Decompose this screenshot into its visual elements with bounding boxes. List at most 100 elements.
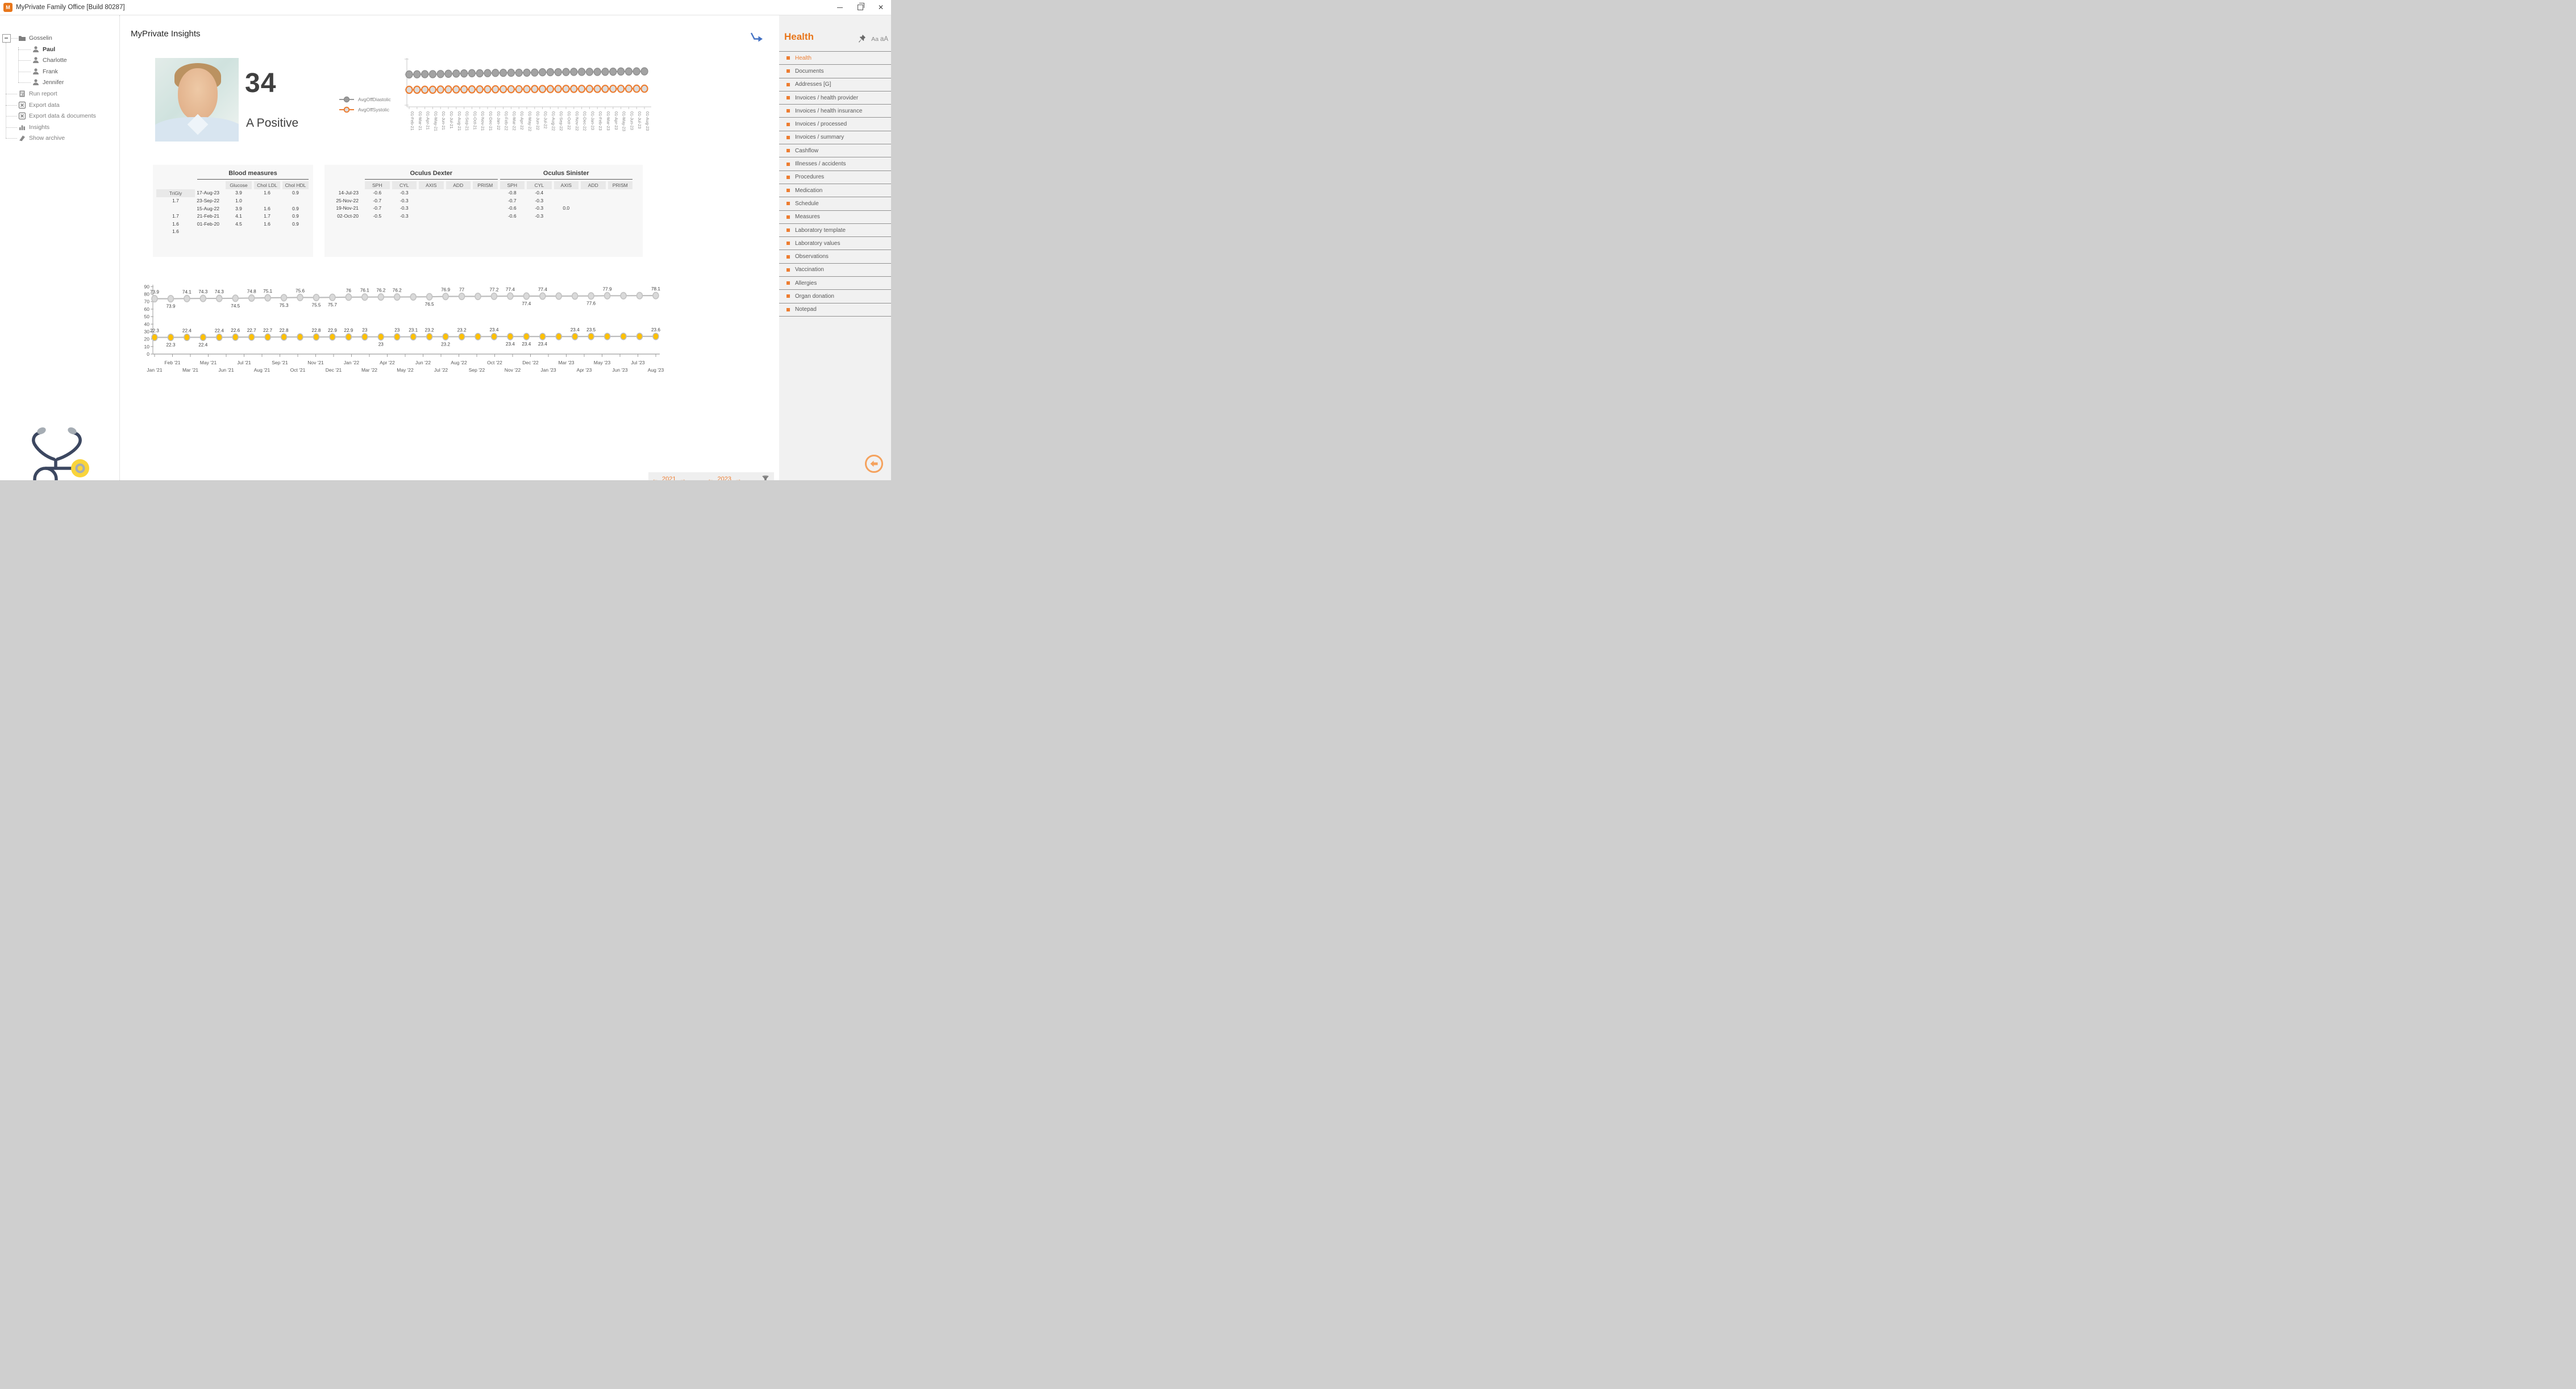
- font-large-button[interactable]: aA: [880, 36, 888, 43]
- tree-action-run-report[interactable]: Run report: [18, 89, 57, 99]
- sidebar-item-medication[interactable]: Medication: [779, 183, 891, 197]
- redirect-arrow-icon[interactable]: [750, 31, 763, 43]
- sidebar-item-procedures[interactable]: Procedures: [779, 170, 891, 184]
- left-year-next-arrow[interactable]: →: [679, 475, 686, 480]
- column-header: CYL: [392, 181, 417, 189]
- svg-text:01-Jul-22: 01-Jul-22: [543, 111, 548, 128]
- svg-text:Jul '22: Jul '22: [434, 367, 448, 373]
- minimize-icon: [837, 7, 843, 8]
- blood-pressure-summary-plot: 01-Feb-21 01-Mar-21 01-Apr-21 01-May-21 01-J…: [405, 58, 651, 131]
- svg-text:01-Jun-21: 01-Jun-21: [441, 111, 446, 130]
- svg-text:22.4: 22.4: [198, 342, 207, 347]
- sidebar-item-notepad[interactable]: Notepad: [779, 302, 891, 317]
- sidebar-item-organ-donation[interactable]: Organ donation: [779, 289, 891, 303]
- cell-value: -0.7: [373, 205, 382, 211]
- column-header: SPH: [500, 181, 525, 189]
- title-underline: [500, 179, 632, 180]
- table-title: Blood measures: [228, 170, 277, 177]
- svg-text:01-Jun-22: 01-Jun-22: [535, 111, 540, 130]
- sidebar-item-laboratory-values[interactable]: Laboratory values: [779, 236, 891, 250]
- sidebar-item-cashflow[interactable]: Cashflow: [779, 144, 891, 157]
- sidebar-item-invoices-processed[interactable]: Invoices / processed: [779, 117, 891, 131]
- cell-value: -0.6: [507, 205, 517, 211]
- sidebar-item-invoices-health-provider[interactable]: Invoices / health provider: [779, 90, 891, 105]
- cell-value: [580, 213, 607, 221]
- svg-text:70: 70: [144, 299, 150, 305]
- svg-text:22.6: 22.6: [231, 328, 240, 333]
- tree-node-member-paul[interactable]: Paul: [32, 44, 55, 55]
- left-year-prev-arrow[interactable]: ←: [652, 475, 659, 480]
- cell-value: -0.6: [373, 190, 382, 196]
- sidebar-item-invoices-health-insurance[interactable]: Invoices / health insurance: [779, 104, 891, 118]
- row-date: 15-Aug-22: [197, 205, 219, 211]
- tree-connector: [18, 47, 19, 82]
- svg-text:01-Nov-22: 01-Nov-22: [575, 111, 580, 131]
- person-icon: [33, 79, 39, 85]
- sidebar-item-health[interactable]: Health: [779, 51, 891, 65]
- tree-connector: [18, 82, 31, 83]
- tree-action-insights[interactable]: Insights: [18, 122, 49, 132]
- cell-value: 3.9: [235, 205, 242, 211]
- right-year-prev-arrow[interactable]: ←: [707, 475, 714, 480]
- svg-text:May '23: May '23: [594, 360, 611, 365]
- svg-text:74.3: 74.3: [215, 289, 224, 294]
- back-button[interactable]: [865, 455, 883, 473]
- sidebar-item-laboratory-template[interactable]: Laboratory template: [779, 223, 891, 237]
- svg-text:23.4: 23.4: [538, 342, 547, 347]
- tree-connector: [18, 60, 31, 61]
- sidebar-item-vaccination[interactable]: Vaccination: [779, 263, 891, 277]
- archive-book-icon: [19, 135, 25, 142]
- svg-text:01-Aug-22: 01-Aug-22: [551, 111, 556, 131]
- restore-button[interactable]: [850, 0, 871, 15]
- tree-node-member-jennifer[interactable]: Jennifer: [32, 77, 64, 88]
- pin-icon[interactable]: [858, 34, 866, 43]
- svg-text:23.6: 23.6: [651, 327, 660, 332]
- svg-text:Aug '21: Aug '21: [254, 367, 270, 373]
- cell-value: 1.6: [264, 205, 270, 211]
- tree-action-show-archive[interactable]: Show archive: [18, 133, 65, 143]
- svg-text:76.2: 76.2: [376, 288, 385, 293]
- cell-value: -0.3: [399, 213, 409, 219]
- svg-text:22.7: 22.7: [247, 328, 256, 333]
- sidebar-item-addresses-g[interactable]: Addresses [G]: [779, 77, 891, 91]
- age-value: 34: [245, 68, 277, 98]
- sidebar-item-measures[interactable]: Measures: [779, 210, 891, 223]
- cell-value: 1.7: [172, 198, 179, 203]
- filter-icon[interactable]: [761, 475, 769, 480]
- sidebar-item-observations[interactable]: Observations: [779, 249, 891, 263]
- cell-value: -0.5: [373, 213, 382, 219]
- app-window: M MyPrivate Family Office [Build 80287] …: [0, 0, 891, 480]
- sidebar-item-allergies[interactable]: Allergies: [779, 276, 891, 290]
- svg-text:Jun '23: Jun '23: [612, 367, 627, 373]
- close-button[interactable]: ✕: [871, 0, 891, 15]
- blood-pressure-summary-chart: 01-Feb-21 01-Mar-21 01-Apr-21 01-May-21 01-J…: [401, 57, 655, 144]
- font-small-button[interactable]: Aa: [871, 36, 879, 43]
- sidebar-item-schedule[interactable]: Schedule: [779, 197, 891, 210]
- tree-expander[interactable]: [2, 34, 11, 43]
- tree-node-family[interactable]: Gosselin: [18, 33, 52, 43]
- sidebar-item-illnesses-accidents[interactable]: Illnesses / accidents: [779, 157, 891, 170]
- svg-text:23: 23: [394, 328, 400, 333]
- minimize-button[interactable]: [830, 0, 850, 15]
- right-year-next-arrow[interactable]: →: [734, 475, 742, 480]
- bullet-icon: [786, 202, 790, 206]
- cell-value: 1.7: [172, 213, 179, 219]
- svg-text:01-Jan-23: 01-Jan-23: [590, 111, 595, 130]
- sidebar-item-label: Invoices / health insurance: [795, 107, 863, 114]
- stethoscope-illustration: [32, 427, 89, 480]
- svg-text:23.4: 23.4: [506, 342, 515, 347]
- tree-action-export-data-documents[interactable]: Export data & documents: [18, 111, 96, 121]
- tree-node-member-charlotte[interactable]: Charlotte: [32, 55, 67, 65]
- sidebar-item-label: Notepad: [795, 306, 817, 313]
- blood-measures-card: Blood measures Glucose Chol LDL Chol HDL Tri…: [153, 165, 313, 257]
- cell-value: [472, 213, 499, 221]
- column-header: AXIS: [554, 181, 579, 189]
- tree-action-export-data[interactable]: Export data: [18, 100, 60, 110]
- sidebar-item-invoices-summary[interactable]: Invoices / summary: [779, 130, 891, 144]
- tree-node-member-frank[interactable]: Frank: [32, 66, 58, 77]
- sidebar-item-documents[interactable]: Documents: [779, 64, 891, 78]
- svg-text:Dec '21: Dec '21: [326, 367, 342, 373]
- cell-value: [418, 213, 445, 221]
- cell-value: [607, 189, 634, 197]
- tree-connector: [6, 127, 17, 128]
